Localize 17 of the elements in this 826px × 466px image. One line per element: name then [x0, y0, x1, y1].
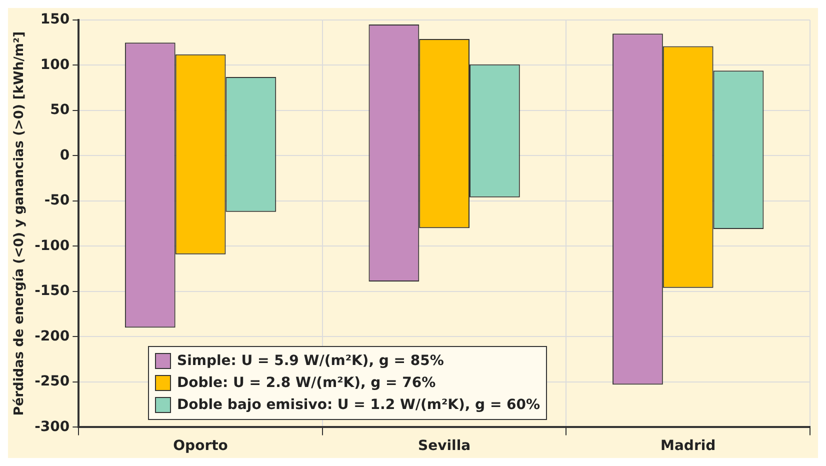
y-tick-label: 0: [60, 147, 70, 164]
y-tick-label: -250: [34, 374, 70, 390]
y-tick-label: -100: [34, 238, 70, 254]
legend-label: Doble bajo emisivo: U = 1.2 W/(m²K), g = 60%: [177, 396, 540, 415]
y-tick-label: -150: [34, 283, 70, 300]
x-tick-label: Sevilla: [418, 438, 471, 454]
y-tick-label: 50: [50, 102, 70, 118]
x-tick-label: Madrid: [660, 438, 716, 454]
y-tick-label: -50: [44, 192, 70, 209]
legend-label: Doble: U = 2.8 W/(m²K), g = 76%: [177, 374, 436, 393]
x-tick-label: Oporto: [173, 438, 228, 454]
y-tick-label: 100: [40, 56, 70, 73]
legend-label: Simple: U = 5.9 W/(m²K), g = 85%: [177, 352, 444, 371]
y-axis-title: Pérdidas de energía (<0) y ganancias (>0) [kWh/m²]: [12, 31, 28, 416]
y-tick-label: 150: [40, 12, 70, 28]
y-tick-label: -300: [34, 418, 70, 435]
y-tick-label: -200: [34, 328, 70, 344]
